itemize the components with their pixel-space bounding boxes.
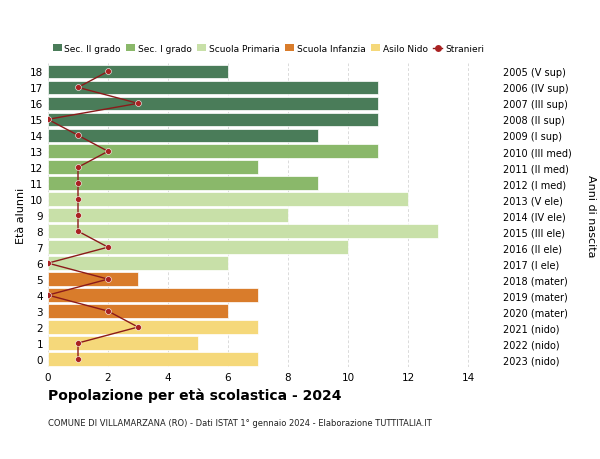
Point	[73, 356, 83, 363]
Point	[73, 228, 83, 235]
Point	[73, 196, 83, 203]
Bar	[48, 336, 198, 350]
Point	[73, 84, 83, 92]
Bar	[48, 320, 258, 334]
Bar	[48, 209, 288, 223]
Point	[73, 164, 83, 172]
Point	[73, 180, 83, 188]
Bar	[48, 97, 378, 111]
Point	[103, 244, 113, 251]
Point	[133, 324, 143, 331]
Bar	[48, 66, 228, 79]
Bar	[48, 225, 438, 239]
Point	[73, 212, 83, 219]
Point	[133, 101, 143, 108]
Point	[103, 308, 113, 315]
Y-axis label: Età alunni: Età alunni	[16, 188, 26, 244]
Bar	[48, 161, 258, 175]
Bar	[48, 241, 348, 254]
Bar	[48, 177, 318, 190]
Point	[43, 260, 53, 267]
Legend: Sec. II grado, Sec. I grado, Scuola Primaria, Scuola Infanzia, Asilo Nido, Stran: Sec. II grado, Sec. I grado, Scuola Prim…	[53, 45, 484, 54]
Bar	[48, 145, 378, 159]
Point	[103, 68, 113, 76]
Bar	[48, 113, 378, 127]
Text: COMUNE DI VILLAMARZANA (RO) - Dati ISTAT 1° gennaio 2024 - Elaborazione TUTTITAL: COMUNE DI VILLAMARZANA (RO) - Dati ISTAT…	[48, 418, 432, 427]
Point	[43, 292, 53, 299]
Point	[103, 148, 113, 156]
Bar	[48, 193, 408, 207]
Text: Popolazione per età scolastica - 2024: Popolazione per età scolastica - 2024	[48, 388, 341, 403]
Point	[43, 117, 53, 124]
Point	[73, 340, 83, 347]
Bar	[48, 81, 378, 95]
Bar	[48, 129, 318, 143]
Bar	[48, 273, 138, 286]
Point	[73, 132, 83, 140]
Bar	[48, 305, 228, 318]
Point	[103, 276, 113, 283]
Bar	[48, 289, 258, 302]
Bar	[48, 257, 228, 270]
Y-axis label: Anni di nascita: Anni di nascita	[586, 174, 595, 257]
Bar	[48, 353, 258, 366]
